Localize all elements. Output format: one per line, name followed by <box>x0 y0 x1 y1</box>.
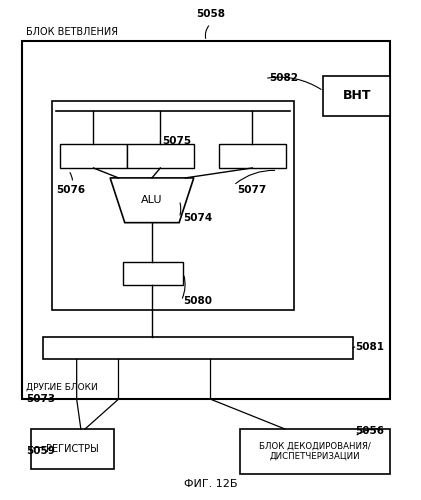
Bar <box>31 429 115 469</box>
Bar <box>47 340 356 363</box>
Text: 5075: 5075 <box>163 136 192 145</box>
Bar <box>125 266 186 288</box>
Text: ДРУГИЕ БЛОКИ: ДРУГИЕ БЛОКИ <box>27 382 98 391</box>
Bar <box>240 429 390 474</box>
Bar <box>323 76 390 116</box>
Text: 5076: 5076 <box>56 186 85 196</box>
Text: ФИГ. 12Б: ФИГ. 12Б <box>184 478 237 488</box>
Text: ВНТ: ВНТ <box>343 90 371 102</box>
Text: БЛОК ВЕТВЛЕНИЯ: БЛОК ВЕТВЛЕНИЯ <box>27 27 118 37</box>
Bar <box>63 148 130 172</box>
Bar <box>22 41 390 399</box>
Text: 5059: 5059 <box>27 446 55 456</box>
Bar <box>123 262 183 285</box>
Text: 5073: 5073 <box>27 394 56 404</box>
Text: 5058: 5058 <box>196 9 225 19</box>
Bar <box>52 101 294 310</box>
Text: 5056: 5056 <box>355 426 384 436</box>
Text: 5080: 5080 <box>183 296 212 306</box>
Bar <box>130 148 197 172</box>
Bar <box>222 148 289 172</box>
Text: РЕГИСТРЫ: РЕГИСТРЫ <box>46 444 99 454</box>
Text: БЛОК ДЕКОДИРОВАНИЯ/
ДИСПЕТЧЕРИЗАЦИИ: БЛОК ДЕКОДИРОВАНИЯ/ ДИСПЕТЧЕРИЗАЦИИ <box>259 442 371 461</box>
Bar <box>43 337 353 359</box>
Text: 5077: 5077 <box>238 186 267 196</box>
Polygon shape <box>110 178 194 222</box>
Bar <box>219 144 286 168</box>
Bar <box>127 144 194 168</box>
Text: ALU: ALU <box>141 196 163 205</box>
Text: 5074: 5074 <box>183 212 213 222</box>
Text: 5082: 5082 <box>269 74 298 84</box>
Text: 5081: 5081 <box>355 342 384 352</box>
Bar <box>60 144 127 168</box>
